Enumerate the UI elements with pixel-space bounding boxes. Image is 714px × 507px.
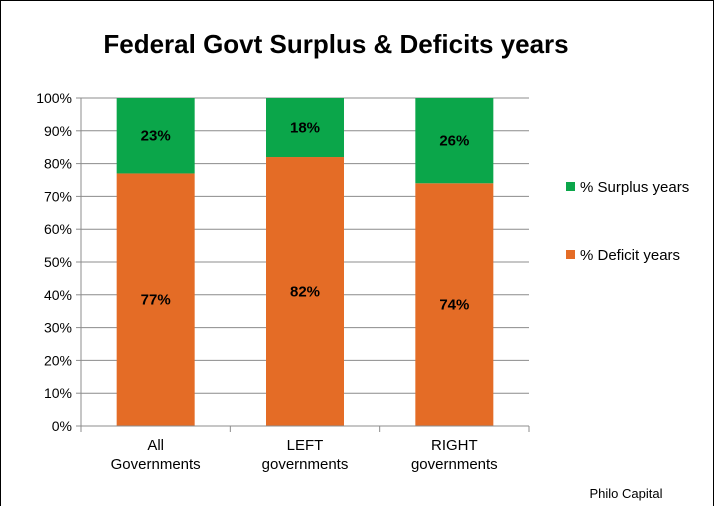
chart-title: Federal Govt Surplus & Deficits years [103, 29, 568, 59]
legend-swatch [566, 182, 575, 191]
x-category-label: governments [411, 456, 498, 473]
data-label: 18% [290, 120, 320, 137]
y-axis: 0% 10% 20% 30% 40% 50% 60% 70% 80% 90% 100% [36, 90, 82, 434]
credit-text: Philo Capital [590, 486, 663, 501]
y-tick-label: 0% [52, 418, 72, 434]
bar-segment [266, 98, 344, 158]
bar-segment [266, 157, 344, 427]
y-tick-label: 80% [44, 156, 72, 172]
x-category-label: LEFT [287, 437, 324, 454]
data-label: 23% [141, 128, 171, 145]
x-category-label: Governments [111, 456, 201, 473]
y-tick-label: 50% [44, 254, 72, 270]
bar-segment [116, 98, 195, 174]
data-label: 26% [439, 133, 469, 150]
legend-label: % Deficit years [580, 247, 680, 264]
data-label: 74% [439, 297, 469, 314]
legend: % Surplus years % Deficit years [566, 179, 689, 264]
y-tick-label: 90% [44, 123, 72, 139]
x-category-label: governments [262, 456, 349, 473]
x-category-label: All [147, 437, 164, 454]
y-tick-label: 70% [44, 188, 72, 204]
bar-segment [415, 98, 494, 184]
y-tick-label: 10% [44, 385, 72, 401]
x-category-label: RIGHT [431, 437, 478, 454]
data-label: 77% [141, 292, 171, 309]
bar-segment [415, 183, 494, 426]
bars: 77% 23% 82% 18% 74% 26% [116, 98, 494, 427]
legend-label: % Surplus years [580, 179, 689, 196]
y-tick-label: 20% [44, 352, 72, 368]
x-axis: All Governments LEFT governments RIGHT govern… [80, 425, 530, 473]
y-tick-label: 60% [44, 221, 72, 237]
bar-segment [116, 173, 195, 426]
y-tick-label: 100% [36, 90, 72, 106]
y-tick-label: 30% [44, 320, 72, 336]
legend-swatch [566, 250, 575, 259]
y-tick-label: 40% [44, 287, 72, 303]
data-label: 82% [290, 284, 320, 301]
